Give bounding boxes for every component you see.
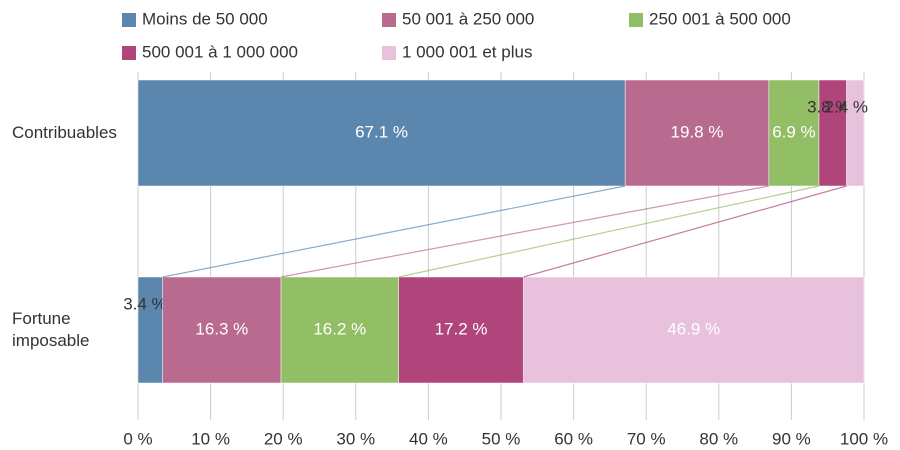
data-label: 16.3 % [195, 319, 248, 338]
legend-swatch [382, 13, 396, 27]
legend-swatch [122, 13, 136, 27]
connector-line [523, 185, 847, 278]
data-label: 16.2 % [313, 319, 366, 338]
category-label: Fortune imposable [12, 309, 90, 350]
x-tick-label: 30 % [336, 429, 375, 448]
legend-label: 50 001 à 250 000 [402, 9, 534, 28]
data-label: 3.4 % [123, 294, 166, 313]
data-label: 17.2 % [435, 319, 488, 338]
legend-swatch [629, 13, 643, 27]
data-label: 67.1 % [355, 122, 408, 141]
x-tick-label: 60 % [554, 429, 593, 448]
x-tick-label: 10 % [191, 429, 230, 448]
x-tick-label: 80 % [699, 429, 738, 448]
connector-line [398, 185, 820, 278]
bar-segment [846, 79, 865, 187]
data-label: 6.9 % [772, 122, 815, 141]
data-label: 2.4 % [825, 97, 868, 116]
bar-segment [768, 79, 820, 187]
data-label: 46.9 % [667, 319, 720, 338]
legend-label: 250 001 à 500 000 [649, 9, 791, 28]
bar-segment [280, 276, 399, 384]
x-tick-label: 20 % [264, 429, 303, 448]
bar-segment [818, 79, 847, 187]
connector-line [280, 185, 770, 278]
legend-swatch [122, 46, 136, 60]
bar-segment [162, 276, 282, 384]
x-tick-label: 100 % [840, 429, 888, 448]
legend-label: 500 001 à 1 000 000 [142, 42, 298, 61]
x-tick-label: 90 % [772, 429, 811, 448]
legend-label: Moins de 50 000 [142, 9, 268, 28]
bar-segment [624, 79, 770, 187]
x-tick-label: 0 % [123, 429, 152, 448]
data-label: 3.8 % [807, 97, 850, 116]
x-tick-label: 70 % [627, 429, 666, 448]
x-tick-label: 40 % [409, 429, 448, 448]
legend-label: 1 000 001 et plus [402, 42, 532, 61]
x-tick-label: 50 % [482, 429, 521, 448]
category-label: Contribuables [12, 123, 117, 142]
connector-line [162, 185, 626, 278]
data-label: 19.8 % [671, 122, 724, 141]
bar-segment [523, 276, 865, 384]
bar-segment [137, 79, 626, 187]
legend-swatch [382, 46, 396, 60]
bar-segment [137, 276, 163, 384]
